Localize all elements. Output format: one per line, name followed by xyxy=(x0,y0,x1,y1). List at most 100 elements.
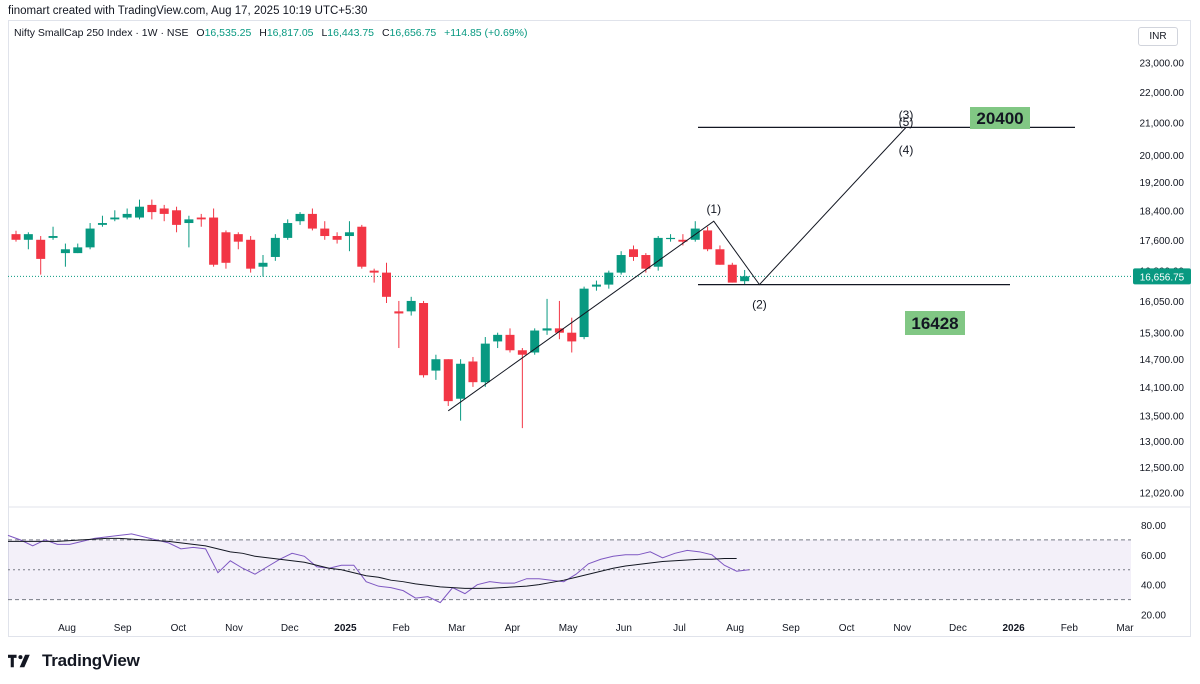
candle-body xyxy=(307,213,317,229)
price-tick-label: 14,700.00 xyxy=(1140,355,1185,366)
candle xyxy=(653,236,663,271)
target-label-lower: 16428 xyxy=(911,314,958,333)
time-tick-label: Sep xyxy=(114,623,132,634)
candle-body xyxy=(554,328,564,333)
candle-body xyxy=(382,272,391,297)
candle xyxy=(369,268,379,283)
candle xyxy=(443,359,453,406)
candle xyxy=(60,243,70,267)
candle xyxy=(567,317,577,353)
candle xyxy=(579,286,589,340)
candle xyxy=(480,337,490,387)
candle-body xyxy=(209,217,219,265)
candle-body xyxy=(727,264,737,283)
price-tick-label: 22,000.00 xyxy=(1140,88,1185,99)
candle-body xyxy=(419,303,429,376)
candle xyxy=(295,212,305,225)
high-value: 16,817.05 xyxy=(266,27,314,39)
candle xyxy=(258,255,268,277)
candle-body xyxy=(196,217,206,220)
candle-body xyxy=(147,204,157,213)
time-tick-label: Mar xyxy=(448,623,466,634)
price-tick-label: 16,050.00 xyxy=(1140,297,1185,308)
candle-body xyxy=(394,311,404,314)
candle xyxy=(468,356,478,387)
rsi-tick-label: 60.00 xyxy=(1141,551,1166,562)
price-tick-label: 13,000.00 xyxy=(1140,437,1185,448)
candle-body xyxy=(542,328,552,331)
candle xyxy=(122,208,132,220)
brand-name: TradingView xyxy=(42,651,140,670)
close-label: C xyxy=(381,27,390,39)
time-tick-label: Aug xyxy=(726,623,744,634)
candle-body xyxy=(480,343,490,383)
time-tick-label: Feb xyxy=(1061,623,1079,634)
candle xyxy=(629,245,638,261)
candle-body xyxy=(715,249,725,265)
candle-body xyxy=(320,228,330,237)
price-tick-label: 17,600.00 xyxy=(1140,236,1185,247)
candle-body xyxy=(530,330,540,353)
last-price-tag-label: 16,656.75 xyxy=(1140,272,1185,283)
candle-body xyxy=(246,239,256,269)
time-tick-label: Dec xyxy=(949,623,967,634)
candle-body xyxy=(48,236,58,238)
candle xyxy=(554,300,564,340)
candle xyxy=(48,226,58,240)
candle-body xyxy=(60,249,70,254)
candle xyxy=(666,234,676,242)
time-tick-label: Nov xyxy=(893,623,911,634)
currency-button[interactable]: INR xyxy=(1138,27,1178,46)
price-tick-label: 18,400.00 xyxy=(1140,206,1185,217)
candle xyxy=(406,296,416,316)
price-tick-label: 15,300.00 xyxy=(1140,329,1185,340)
candle-body xyxy=(431,359,441,371)
candle-body xyxy=(653,237,663,267)
candle-body xyxy=(567,332,577,342)
tradingview-brand[interactable]: TradingView xyxy=(8,651,140,671)
candle-body xyxy=(258,262,268,267)
candle-body xyxy=(517,350,527,355)
candle xyxy=(456,359,466,421)
price-tick-label: 21,000.00 xyxy=(1140,119,1185,130)
rsi-tick-label: 20.00 xyxy=(1141,611,1166,622)
wave-label-1: (1) xyxy=(706,202,721,216)
candle-body xyxy=(135,206,144,218)
candle-body xyxy=(357,226,367,267)
time-tick-label: May xyxy=(559,623,578,634)
tradingview-logo-icon xyxy=(8,654,30,668)
wave-label-4: (4) xyxy=(899,143,914,157)
target-label-upper: 20400 xyxy=(976,109,1023,128)
symbol-name[interactable]: Nifty SmallCap 250 Index · 1W · NSE xyxy=(14,27,189,39)
price-tick-label: 13,500.00 xyxy=(1140,412,1185,423)
candle xyxy=(233,232,243,250)
candle xyxy=(604,270,614,289)
candle xyxy=(221,230,231,269)
candle-body xyxy=(666,237,676,240)
time-tick-label: Oct xyxy=(839,623,855,634)
time-tick-label: Aug xyxy=(58,623,76,634)
candle xyxy=(727,262,737,283)
candle xyxy=(36,236,46,275)
wave-label-2: (2) xyxy=(752,298,767,312)
candle xyxy=(184,215,194,248)
candle-body xyxy=(629,249,638,257)
time-tick-label: 2025 xyxy=(334,623,357,634)
rsi-line xyxy=(7,533,750,604)
candle-body xyxy=(270,237,280,257)
low-label: L xyxy=(321,27,328,39)
candle-body xyxy=(641,255,651,269)
candle-body xyxy=(740,276,750,282)
candle-body xyxy=(344,232,354,237)
candle xyxy=(97,215,107,227)
candle xyxy=(110,210,120,222)
time-tick-label: Oct xyxy=(171,623,187,634)
candle xyxy=(690,221,700,242)
candle xyxy=(493,332,503,349)
candle xyxy=(382,262,391,304)
rsi-tick-label: 80.00 xyxy=(1141,521,1166,532)
time-tick-label: 2026 xyxy=(1003,623,1026,634)
price-tick-label: 14,100.00 xyxy=(1140,383,1185,394)
candle xyxy=(530,328,540,355)
